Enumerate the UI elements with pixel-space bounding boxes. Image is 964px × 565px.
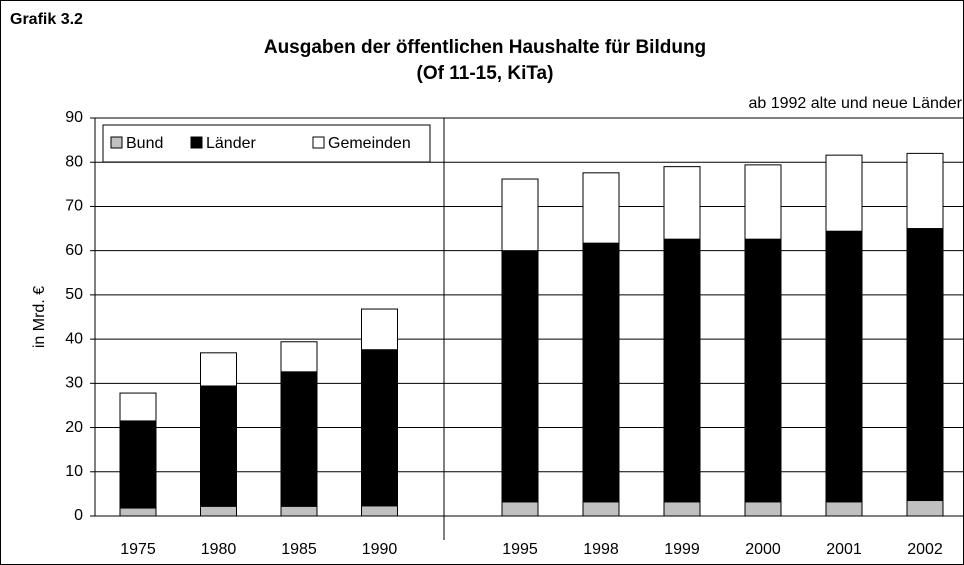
y-tick-label: 70 (65, 198, 83, 215)
bar-segment (582, 172, 620, 244)
x-tick-label: 1995 (502, 541, 538, 558)
y-tick-label: 10 (65, 463, 83, 480)
x-tick-label: 2000 (745, 541, 781, 558)
bar-segment (906, 500, 944, 517)
legend-label: Bund (126, 135, 163, 152)
bar-segment (663, 166, 701, 240)
chart-label: Grafik 3.2 (10, 11, 83, 28)
bar-segment (200, 385, 237, 507)
bar-segment (906, 228, 944, 502)
x-tick-label: 1999 (664, 541, 700, 558)
legend-swatch (312, 136, 325, 149)
annotation: ab 1992 alte und neue Länder (748, 95, 962, 112)
legend-swatch (110, 136, 123, 149)
x-tick-label: 2001 (826, 541, 862, 558)
bar-segment (361, 349, 398, 507)
bar-segment (825, 154, 863, 232)
legend-label: Gemeinden (328, 135, 411, 152)
bar-segment (119, 507, 157, 517)
bar-segment (280, 505, 318, 517)
bar-segment (825, 230, 863, 503)
y-tick-label: 40 (65, 330, 83, 347)
bar-segment (744, 238, 782, 503)
y-tick-label: 0 (74, 507, 83, 524)
bar-segment (663, 238, 701, 503)
bar-segment (501, 178, 539, 252)
bar-segment (119, 392, 157, 422)
y-tick-label: 30 (65, 375, 83, 392)
x-tick-label: 1990 (362, 541, 398, 558)
bar-segment (200, 352, 237, 387)
bar-segment (280, 341, 318, 373)
y-tick-label: 50 (65, 286, 83, 303)
legend-label: Länder (206, 135, 256, 152)
legend-swatch (190, 136, 203, 149)
bar-segment (280, 371, 318, 507)
bar-segment (825, 501, 863, 517)
x-tick-label: 1980 (201, 541, 237, 558)
x-tick-label: 1985 (281, 541, 317, 558)
bar-segment (582, 242, 620, 503)
y-tick-label: 60 (65, 242, 83, 259)
bar-segment (906, 152, 944, 230)
legend-box (102, 124, 431, 163)
x-tick-label: 1975 (120, 541, 156, 558)
bar-segment (361, 505, 398, 517)
bar-segment (119, 420, 157, 509)
bar-segment (663, 501, 701, 517)
y-tick-label: 80 (65, 153, 83, 170)
y-tick-label: 90 (65, 109, 83, 126)
bar-segment (582, 501, 620, 517)
bar-segment (200, 505, 237, 517)
chart-subtitle: (Of 11-15, KiTa) (417, 63, 554, 84)
y-tick-label: 20 (65, 419, 83, 436)
y-axis-label: in Mrd. € (31, 286, 48, 348)
bar-segment (501, 250, 539, 503)
bar-segment (501, 501, 539, 517)
chart-title: Ausgaben der öffentlichen Haushalte für … (264, 37, 706, 58)
x-tick-label: 1998 (583, 541, 619, 558)
x-tick-label: 2002 (907, 541, 943, 558)
bar-segment (744, 164, 782, 240)
bar-segment (744, 501, 782, 517)
bar-segment (361, 308, 398, 351)
